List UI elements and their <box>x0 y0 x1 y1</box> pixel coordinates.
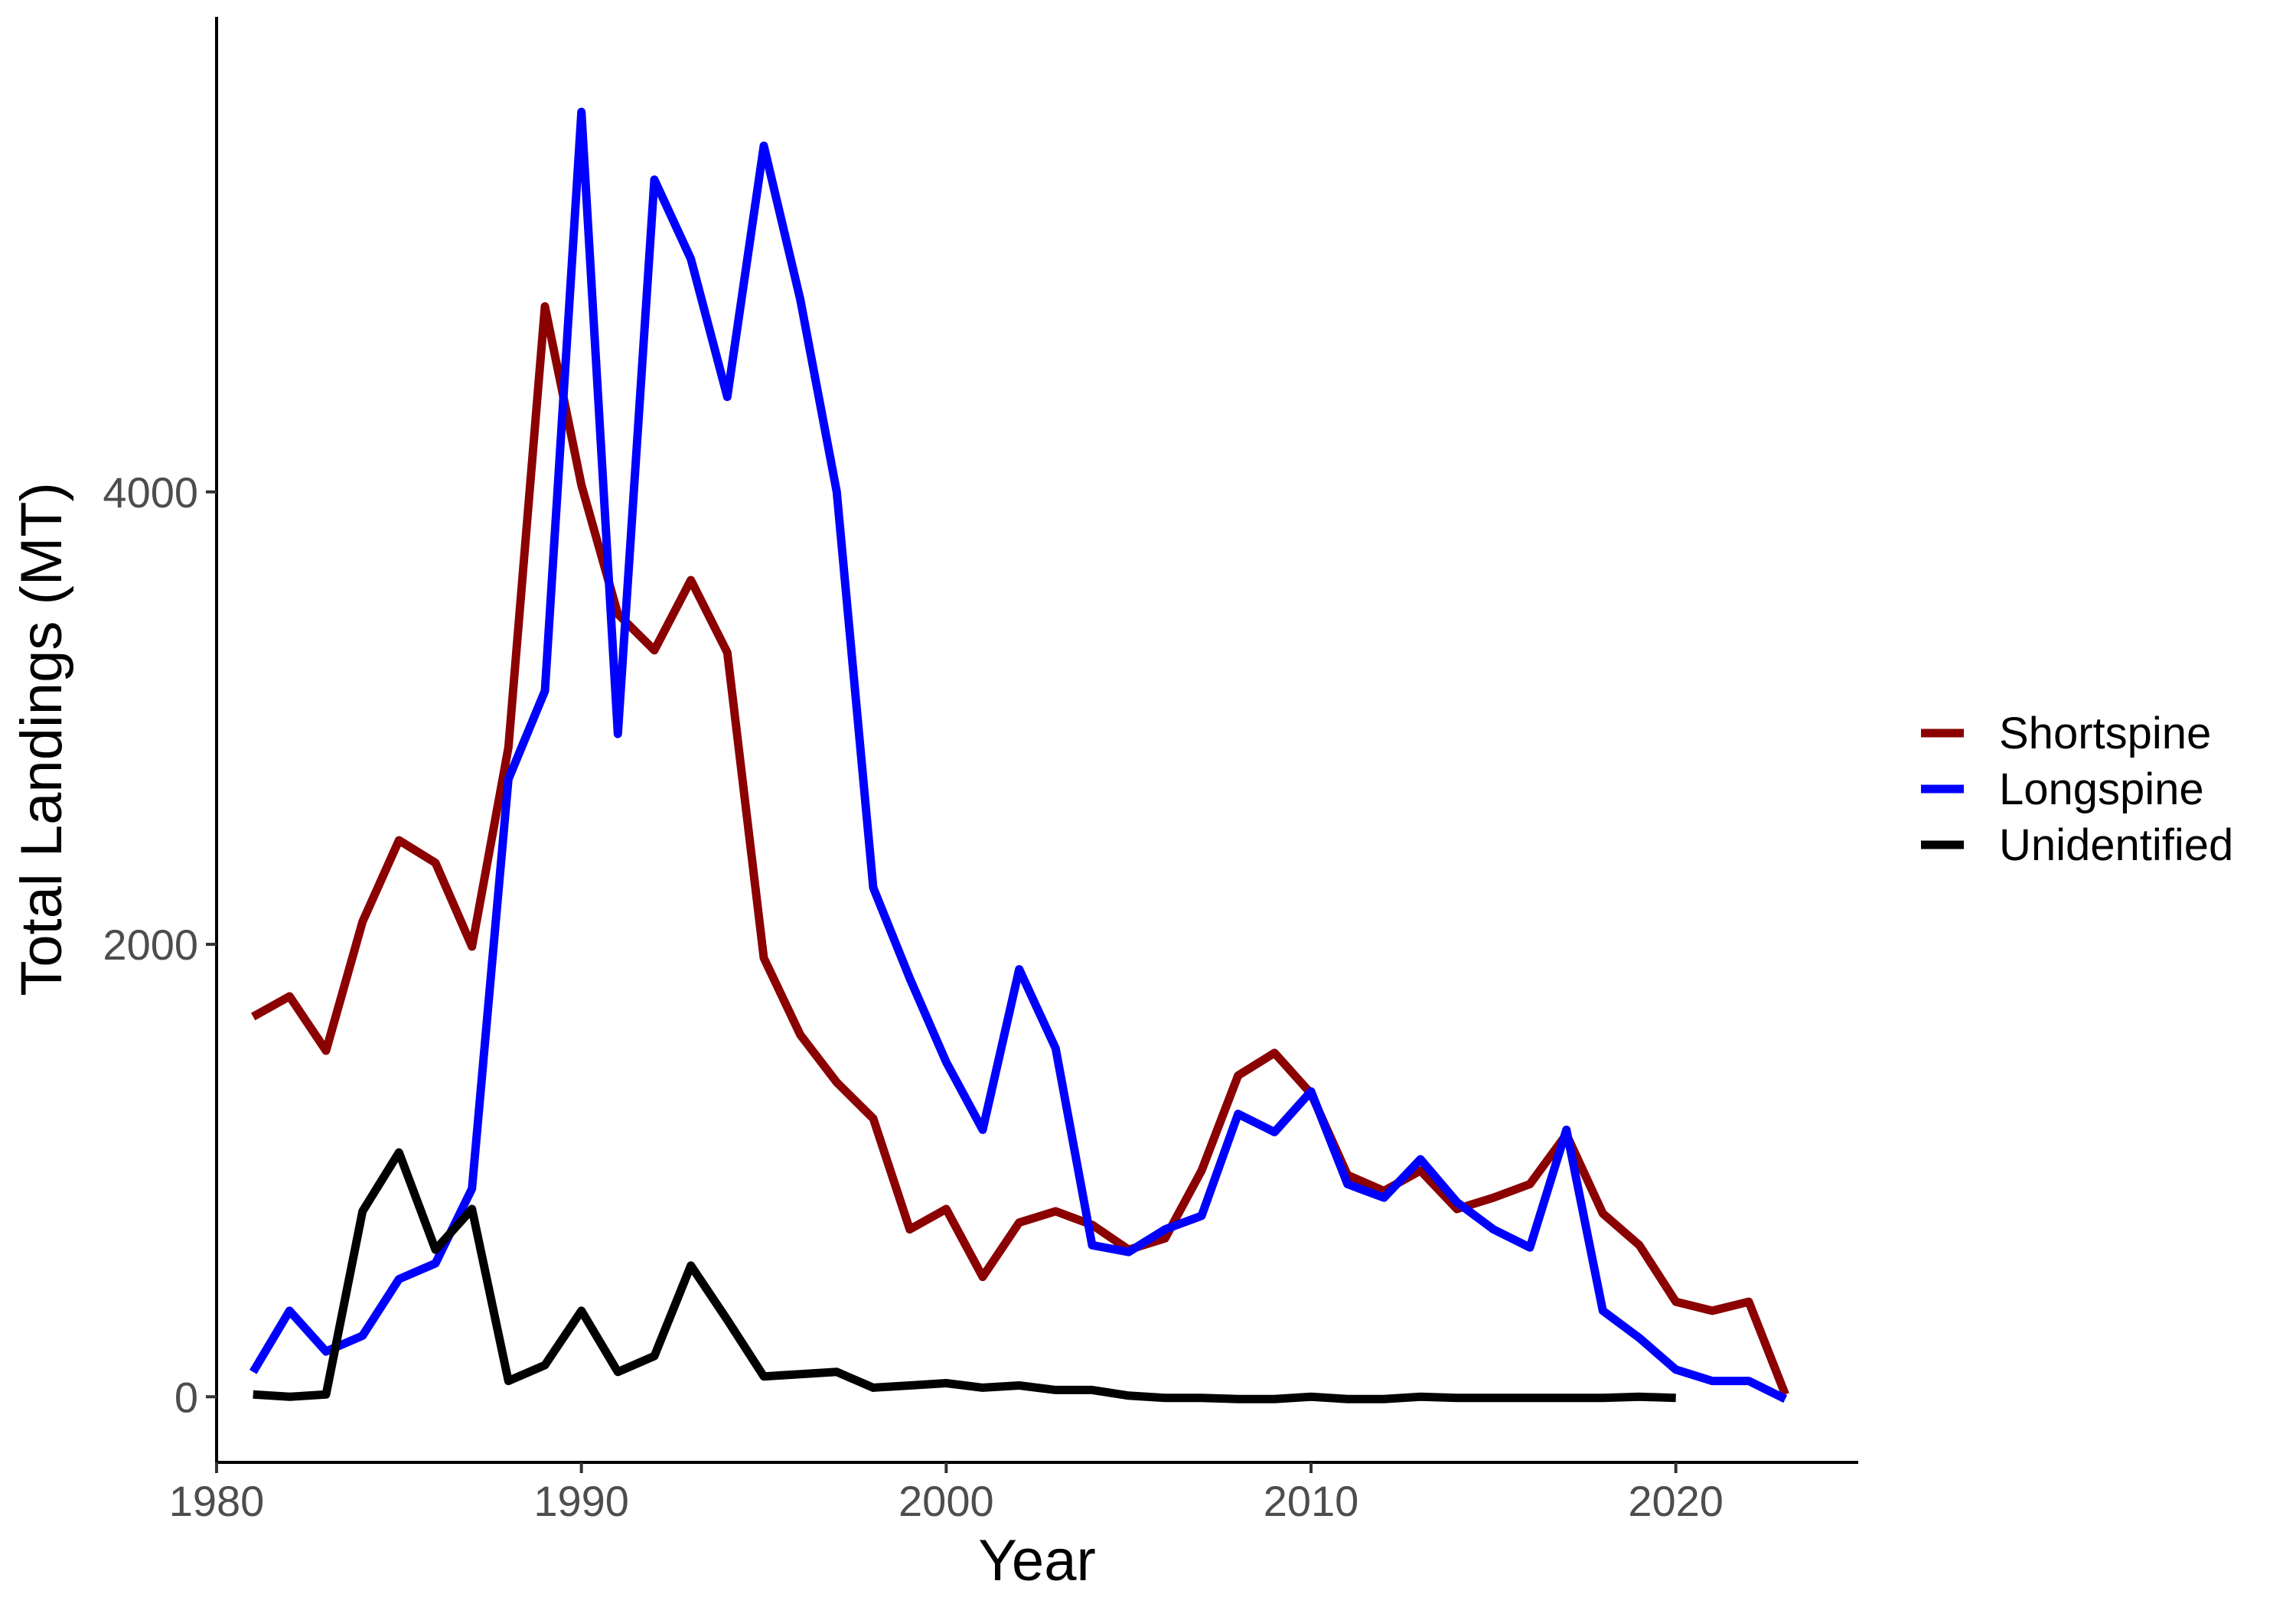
plot-lines <box>249 107 1789 1403</box>
y-axis-ticks: 0 2000 4000 <box>103 468 217 1421</box>
legend: Shortspine Longspine Unidentified <box>1921 709 2233 870</box>
x-tick-label: 2000 <box>899 1477 994 1525</box>
x-axis-ticks: 1980 1990 2000 2010 2020 <box>169 1462 1724 1525</box>
series-line-shortspine <box>251 302 1789 1397</box>
x-tick-label: 2020 <box>1628 1477 1724 1525</box>
y-axis-title: Total Landings (MT) <box>9 482 74 996</box>
legend-label-longspine: Longspine <box>1999 764 2204 814</box>
legend-label-unidentified: Unidentified <box>1999 820 2233 870</box>
x-tick-label: 1980 <box>169 1477 265 1525</box>
x-tick-label: 2010 <box>1264 1477 1359 1525</box>
y-tick-label: 2000 <box>103 921 198 969</box>
x-tick-label: 1990 <box>533 1477 629 1525</box>
series-line-unidentified <box>253 1148 1676 1403</box>
x-axis-title: Year <box>978 1528 1096 1593</box>
legend-label-shortspine: Shortspine <box>1999 709 2211 758</box>
series-line-longspine <box>249 107 1788 1403</box>
y-tick-label: 0 <box>174 1373 198 1421</box>
y-tick-label: 4000 <box>103 468 198 517</box>
